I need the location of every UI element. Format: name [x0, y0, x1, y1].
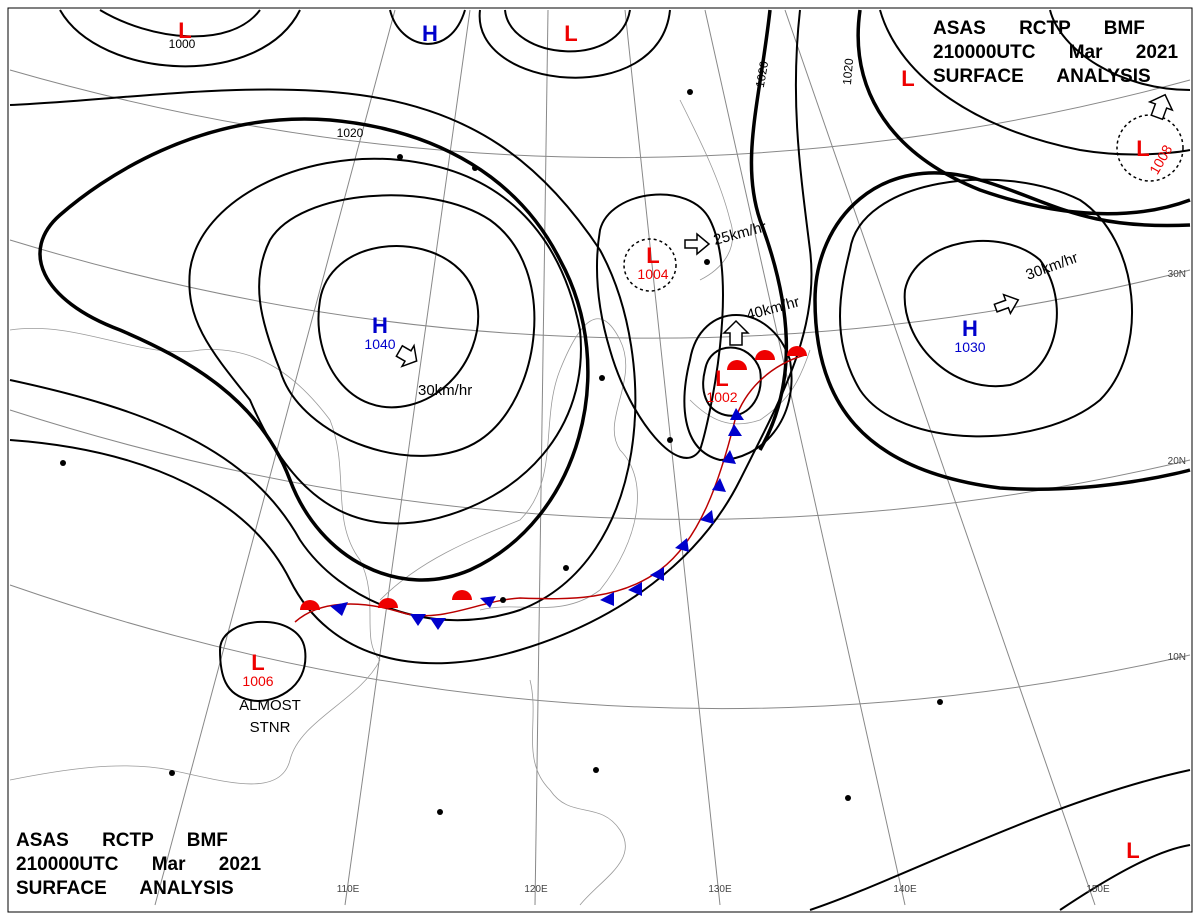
motion-label: 30km/hr	[418, 382, 472, 399]
annotation: STNR	[250, 719, 291, 736]
lon-label: 110E	[337, 884, 360, 895]
header-line: SURFACE ANALYSIS	[16, 878, 234, 899]
pressure-value: 1002	[706, 389, 737, 405]
pressure-center-symbol: H	[372, 313, 388, 338]
pressure-center-symbol: H	[962, 316, 978, 341]
pressure-value: 1006	[242, 673, 273, 689]
pressure-value: 1004	[637, 266, 668, 282]
lon-label: 150E	[1086, 884, 1110, 895]
pressure-center-symbol: L	[1126, 838, 1139, 863]
lat-label: 20N	[1168, 456, 1186, 467]
lon-label: 130E	[708, 884, 732, 895]
pressure-center-symbol: L	[901, 66, 914, 91]
motion-arrows	[395, 93, 1174, 368]
pressure-center-symbol: L	[178, 18, 191, 43]
graticule	[9, 9, 1191, 906]
isobar-label: 1000	[169, 37, 196, 51]
isobar-label: 1020	[753, 60, 771, 89]
isobars	[9, 9, 1191, 911]
lat-label: 10N	[1168, 652, 1186, 663]
isobar-label: 1020	[337, 126, 364, 140]
annotation: ALMOST	[239, 697, 301, 714]
station-plots	[60, 89, 943, 815]
lat-label: 30N	[1168, 269, 1186, 280]
lon-label: 140E	[893, 884, 917, 895]
pressure-value: 1040	[364, 336, 395, 352]
isobar-label: 1020	[840, 57, 856, 85]
pressure-value: 1030	[954, 339, 985, 355]
header-line: SURFACE ANALYSIS	[933, 66, 1151, 87]
pressure-center-symbol: L	[564, 21, 577, 46]
lon-label: 120E	[524, 884, 548, 895]
pressure-center-symbol: L	[1136, 136, 1149, 161]
header-line: 210000UTC Mar 2021	[16, 854, 261, 875]
pressure-center-symbol: H	[422, 21, 438, 46]
pressure-center-symbol: L	[251, 650, 264, 675]
pressure-center-symbol: L	[646, 243, 659, 268]
coastlines	[9, 99, 811, 906]
labels: ASAS RCTP BMF 210000UTC Mar 2021 SURFACE A…	[16, 18, 1186, 899]
header-line: ASAS RCTP BMF	[933, 18, 1145, 39]
header-line: ASAS RCTP BMF	[16, 830, 228, 851]
fronts	[294, 346, 807, 630]
header-line: 210000UTC Mar 2021	[933, 42, 1178, 63]
map-frame	[7, 7, 1193, 913]
pressure-center-symbol: L	[715, 366, 728, 391]
